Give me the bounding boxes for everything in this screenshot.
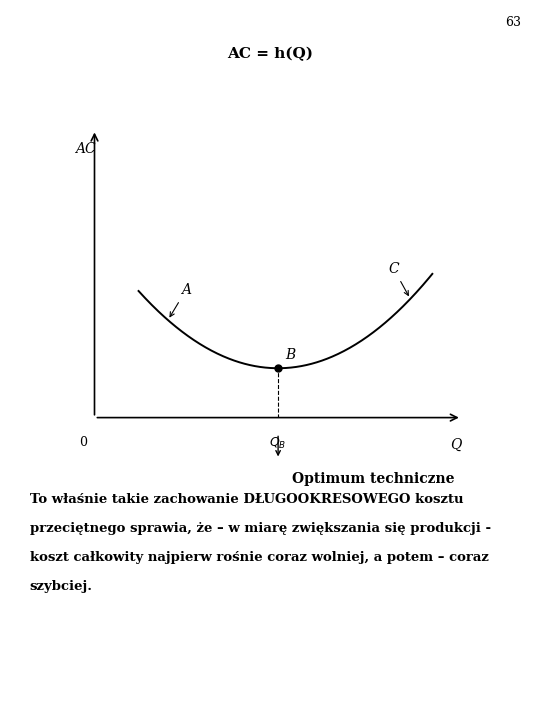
Text: Q: Q [450,438,462,452]
Text: AC: AC [75,142,96,156]
Text: przeciętnego sprawia, że – w miarę zwiększania się produkcji -: przeciętnego sprawia, że – w miarę zwięk… [30,522,491,535]
Text: C: C [389,262,408,295]
Text: koszt całkowity najpierw rośnie coraz wolniej, a potem – coraz: koszt całkowity najpierw rośnie coraz wo… [30,551,489,564]
Text: Optimum techniczne: Optimum techniczne [292,472,454,485]
Text: B: B [286,348,296,362]
Text: 0: 0 [79,436,87,449]
Text: AC = h(Q): AC = h(Q) [227,47,313,61]
Text: A: A [170,284,191,317]
Text: To właśnie takie zachowanie DŁUGOOKRESOWEGO kosztu: To właśnie takie zachowanie DŁUGOOKRESOW… [30,493,463,506]
Text: 63: 63 [505,16,521,29]
Text: szybciej.: szybciej. [30,580,93,593]
Text: $Q_B$: $Q_B$ [269,436,287,451]
